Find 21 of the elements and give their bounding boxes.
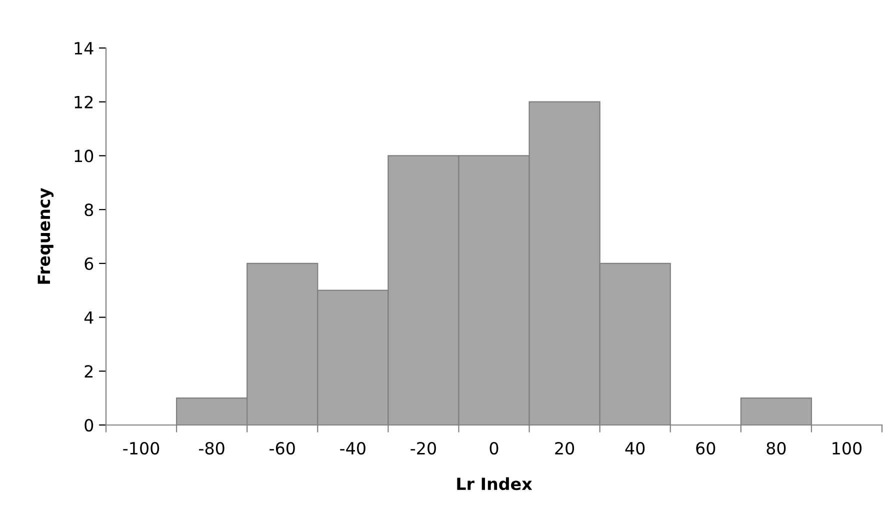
x-axis-title: Lr Index (457, 477, 532, 490)
y-tick-label: 2 (84, 365, 93, 378)
y-tick-label: 10 (74, 150, 94, 162)
x-tick-label: -100 (123, 442, 160, 455)
y-tick-label: 8 (84, 204, 94, 216)
y-tick-label: 14 (74, 42, 94, 54)
x-tick-label: 40 (625, 442, 645, 455)
y-tick-label: 4 (84, 311, 94, 324)
y-tick-label: 12 (74, 96, 93, 108)
x-tick-label: -80 (199, 442, 224, 455)
x-tick-label: 60 (696, 442, 716, 455)
x-tick-label: -60 (270, 442, 295, 455)
x-tick-label: 80 (766, 442, 786, 455)
x-tick-label: -20 (410, 442, 436, 455)
x-tick-label: 20 (555, 442, 574, 455)
y-tick-label: 6 (84, 257, 94, 270)
x-tick-label: 0 (490, 442, 498, 455)
x-tick-label: -40 (340, 442, 366, 455)
y-tick-label: 0 (84, 418, 94, 432)
x-tick-label: 100 (832, 442, 862, 455)
y-axis-title: Frequency (38, 188, 54, 284)
